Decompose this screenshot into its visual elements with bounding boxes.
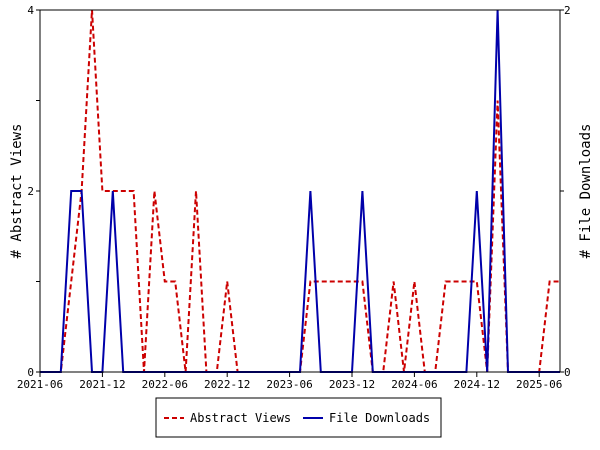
y-left-tick-label: 2	[27, 185, 34, 198]
legend: Abstract Views File Downloads	[155, 397, 442, 438]
legend-label-file-downloads: File Downloads	[329, 411, 430, 425]
plot-background	[40, 10, 560, 372]
y-right-tick-label: 0	[564, 366, 571, 379]
y-axis-right-title: # File Downloads	[578, 124, 594, 259]
x-tick-label: 2022-06	[142, 378, 188, 391]
x-tick-label: 2023-06	[266, 378, 312, 391]
x-tick-label: 2024-12	[454, 378, 500, 391]
legend-label-abstract-views: Abstract Views	[190, 411, 291, 425]
y-right-tick-label: 2	[564, 4, 571, 17]
x-tick-label: 2024-06	[391, 378, 437, 391]
y-left-tick-label: 0	[27, 366, 34, 379]
x-tick-label: 2022-12	[204, 378, 250, 391]
y-left-tick-label: 4	[27, 4, 34, 17]
x-tick-label: 2021-06	[17, 378, 63, 391]
plot-area	[40, 10, 560, 372]
legend-box	[155, 397, 442, 438]
axes-layer: 2021-06 2021-12 2022-06 2022-12 2023-06 2023-…	[17, 4, 571, 391]
x-tick-label: 2025-06	[516, 378, 562, 391]
x-tick-label: 2021-12	[79, 378, 125, 391]
x-tick-label: 2023-12	[329, 378, 375, 391]
y-axis-left-title: # Abstract Views	[9, 124, 25, 259]
